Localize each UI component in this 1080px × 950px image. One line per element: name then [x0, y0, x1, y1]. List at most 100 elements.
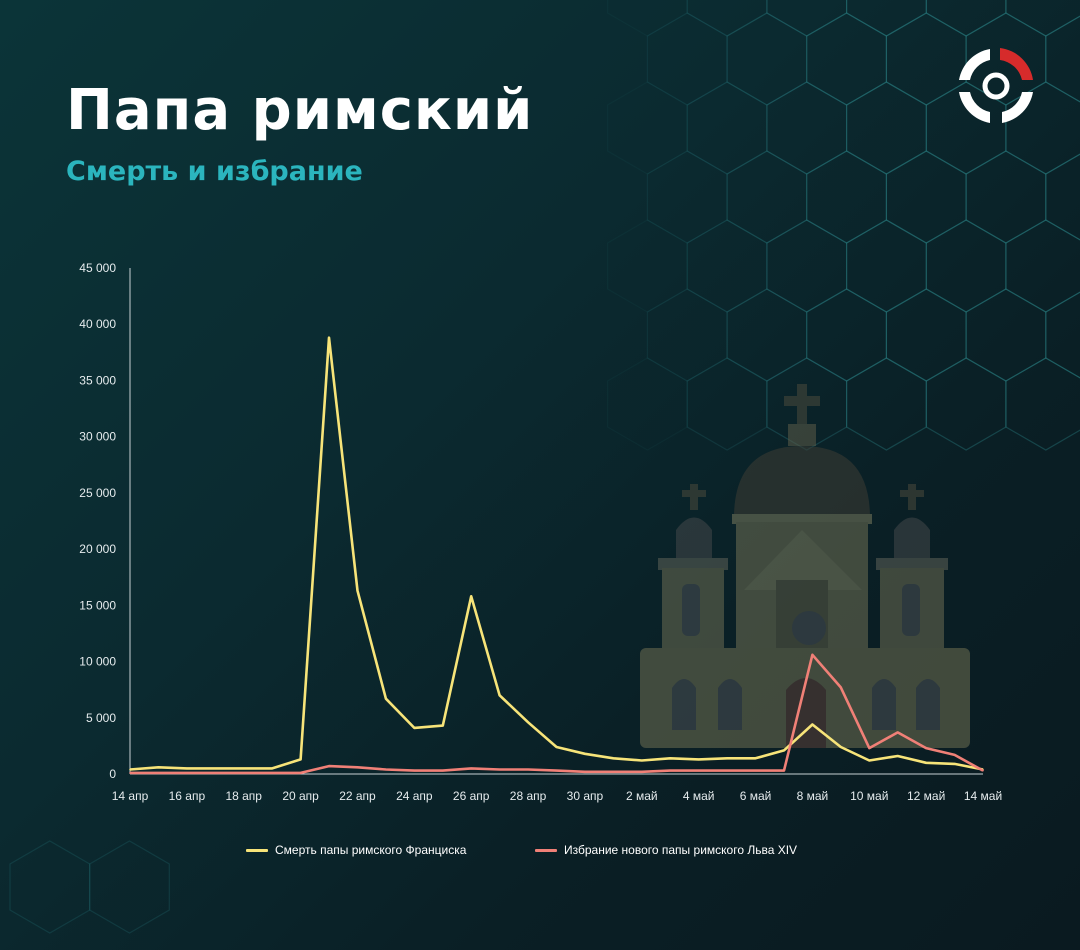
hexagon-shape [606, 0, 688, 37]
data-point-series-2 [982, 769, 984, 772]
data-point-series-2 [641, 771, 643, 773]
hexagon-shape [9, 840, 91, 934]
x-tick-label: 2 май [626, 789, 658, 803]
data-point-series-1 [470, 595, 473, 598]
data-point-series-2 [527, 768, 529, 771]
data-point-series-1 [783, 749, 785, 752]
x-tick-label: 20 апр [282, 789, 319, 803]
y-tick-label: 45 000 [79, 261, 116, 275]
data-point-series-2 [214, 772, 217, 774]
hexagon-shape [965, 288, 1047, 382]
hexagon-shape [1005, 219, 1080, 313]
hexagon-shape [1045, 153, 1080, 241]
hexagon-shape [885, 150, 967, 244]
hexagon-shape [726, 12, 808, 106]
data-point-series-1 [186, 767, 188, 770]
hexagon-shape [766, 357, 848, 451]
data-point-series-1 [299, 758, 302, 761]
hexagon-shape [1045, 15, 1080, 103]
data-point-series-2 [612, 771, 615, 773]
hexagon-shape [646, 288, 728, 382]
hexagon-shape [925, 0, 1007, 37]
hexagon-shape [806, 150, 888, 244]
data-point-series-2 [271, 772, 274, 774]
hexagon-shape [686, 0, 768, 37]
data-point-series-2 [811, 654, 814, 656]
data-point-series-2 [584, 771, 586, 773]
hexagon-shape [686, 357, 768, 451]
data-point-series-1 [641, 759, 643, 762]
data-point-series-2 [157, 772, 160, 774]
y-tick-label: 35 000 [79, 373, 116, 387]
data-point-series-1 [811, 723, 814, 726]
legend-label-series-2: Избрание нового папы римского Льва XIV [564, 843, 798, 857]
hexagon-shape [965, 150, 1047, 244]
data-point-series-2 [129, 772, 131, 774]
data-point-series-2 [186, 772, 188, 774]
data-point-series-2 [840, 686, 842, 689]
legend-item-series-1: Смерть папы римского Франциска [246, 843, 466, 857]
data-point-series-2 [896, 731, 899, 734]
data-point-series-1 [385, 697, 387, 700]
data-point-series-2 [754, 769, 757, 772]
x-tick-label: 22 апр [339, 789, 376, 803]
y-tick-label: 25 000 [79, 486, 116, 500]
hexagon-shape [845, 357, 927, 451]
hexagon-shape [806, 12, 888, 106]
data-point-series-1 [129, 768, 131, 771]
x-tick-label: 14 май [964, 789, 1002, 803]
x-tick-label: 6 май [740, 789, 772, 803]
data-point-series-1 [840, 746, 842, 748]
x-tick-label: 30 апр [567, 789, 604, 803]
hexagon-shape [686, 81, 768, 175]
x-tick-label: 18 апр [225, 789, 262, 803]
hexagon-shape [766, 81, 848, 175]
chart-legend: Смерть папы римского Франциска Избрание … [0, 843, 1080, 863]
data-point-series-2 [697, 769, 700, 772]
data-point-series-1 [555, 746, 558, 748]
data-point-series-2 [555, 769, 558, 772]
hexagon-shape [726, 288, 808, 382]
hexagon-shape [606, 81, 688, 175]
data-point-series-1 [868, 759, 871, 762]
hexagon-shape [686, 219, 768, 313]
data-point-series-1 [726, 757, 728, 760]
hexagon-shape [766, 0, 848, 37]
data-point-series-1 [925, 762, 927, 764]
data-point-series-2 [299, 772, 302, 774]
data-point-series-2 [470, 767, 473, 770]
hexagon-shape [646, 12, 728, 106]
hexagon-shape [925, 357, 1007, 451]
x-tick-label: 26 апр [453, 789, 490, 803]
legend-swatch-series-2 [535, 848, 557, 852]
y-tick-label: 30 000 [79, 430, 116, 444]
data-point-series-1 [442, 724, 444, 727]
legend-label-series-1: Смерть папы римского Франциска [275, 843, 467, 857]
hexagon-shape [925, 81, 1007, 175]
hexagon-shape [766, 219, 848, 313]
data-point-series-2 [726, 769, 728, 772]
legend-swatch-series-1 [246, 848, 268, 852]
x-tick-label: 4 май [683, 789, 715, 803]
hexagon-shape [606, 357, 688, 451]
y-tick-label: 40 000 [79, 317, 116, 331]
data-point-series-1 [584, 753, 586, 755]
data-point-series-2 [925, 747, 927, 749]
data-point-series-1 [697, 758, 700, 761]
hexagon-shape [1005, 357, 1080, 451]
data-point-series-1 [498, 694, 501, 697]
x-tick-label: 14 апр [112, 789, 149, 803]
data-point-series-1 [953, 763, 956, 765]
data-point-series-2 [413, 769, 416, 772]
page-title: Папа римский [66, 78, 534, 143]
data-point-series-2 [328, 765, 330, 767]
page-subtitle: Смерть и избрание [66, 156, 363, 187]
legend-item-series-2: Избрание нового папы римского Льва XIV [535, 843, 797, 857]
data-point-series-2 [669, 769, 671, 772]
y-tick-label: 20 000 [79, 542, 116, 556]
y-tick-label: 10 000 [79, 655, 116, 669]
hexagon-shape [965, 12, 1047, 106]
data-point-series-2 [953, 754, 956, 756]
